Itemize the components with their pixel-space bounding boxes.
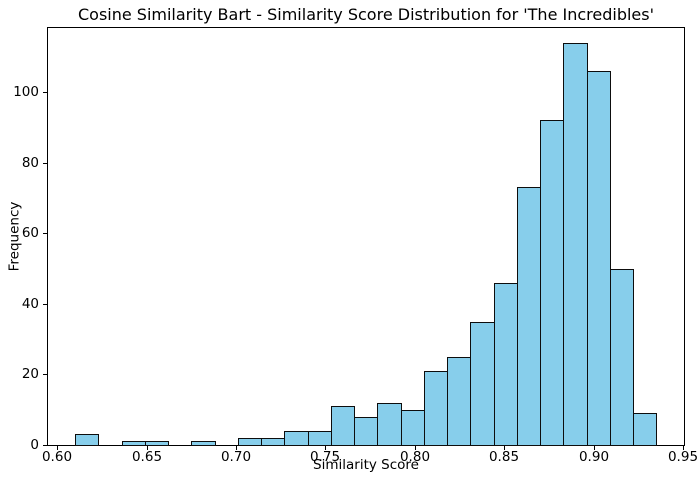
histogram-bar xyxy=(610,269,634,446)
x-tick-mark xyxy=(236,446,237,450)
y-tick-mark xyxy=(43,304,47,305)
y-tick-label: 20 xyxy=(21,366,39,382)
x-tick-label: 0.80 xyxy=(399,449,431,465)
histogram-bar xyxy=(401,410,425,446)
histogram-bar xyxy=(145,441,169,446)
y-tick-mark xyxy=(43,445,47,446)
histogram-bar xyxy=(587,71,611,446)
y-tick-mark xyxy=(43,374,47,375)
x-tick-label: 0.95 xyxy=(667,449,699,465)
x-tick-mark xyxy=(504,446,505,450)
histogram-bar xyxy=(308,431,332,446)
histogram-bar xyxy=(354,417,378,446)
histogram-bar xyxy=(424,371,448,446)
histogram-bar xyxy=(191,441,216,446)
chart-title: Cosine Similarity Bart - Similarity Scor… xyxy=(77,5,655,24)
histogram-bar xyxy=(284,431,309,446)
x-tick-mark xyxy=(415,446,416,450)
histogram-bar xyxy=(238,438,262,446)
x-tick-mark xyxy=(683,446,684,450)
histogram-bar xyxy=(75,434,99,446)
y-tick-label: 60 xyxy=(21,225,39,241)
y-tick-label: 100 xyxy=(13,84,39,100)
x-tick-label: 0.60 xyxy=(41,449,73,465)
histogram-bar xyxy=(517,187,541,446)
y-tick-label: 80 xyxy=(21,155,39,171)
x-tick-label: 0.70 xyxy=(220,449,252,465)
y-axis-label: Frequency xyxy=(6,201,23,272)
histogram-bar xyxy=(377,403,402,446)
x-tick-label: 0.75 xyxy=(309,449,341,465)
x-tick-label: 0.90 xyxy=(578,449,610,465)
histogram-bar xyxy=(563,43,588,446)
x-tick-mark xyxy=(147,446,148,450)
x-tick-mark xyxy=(594,446,595,450)
x-tick-label: 0.65 xyxy=(131,449,163,465)
histogram-bar xyxy=(633,413,657,446)
x-tick-label: 0.85 xyxy=(488,449,520,465)
x-axis-label: Similarity Score xyxy=(313,457,419,473)
y-tick-mark xyxy=(43,92,47,93)
histogram-bar xyxy=(447,357,471,446)
histogram-bar xyxy=(494,283,518,446)
x-tick-mark xyxy=(325,446,326,450)
histogram-bar xyxy=(540,120,564,446)
y-tick-label: 40 xyxy=(21,296,39,312)
histogram-bar xyxy=(122,441,146,446)
histogram-bar xyxy=(261,438,285,446)
histogram-bar xyxy=(331,406,355,446)
histogram-bar xyxy=(470,322,495,446)
y-tick-mark xyxy=(43,233,47,234)
y-tick-mark xyxy=(43,163,47,164)
x-tick-mark xyxy=(57,446,58,450)
y-tick-label: 0 xyxy=(30,437,39,453)
